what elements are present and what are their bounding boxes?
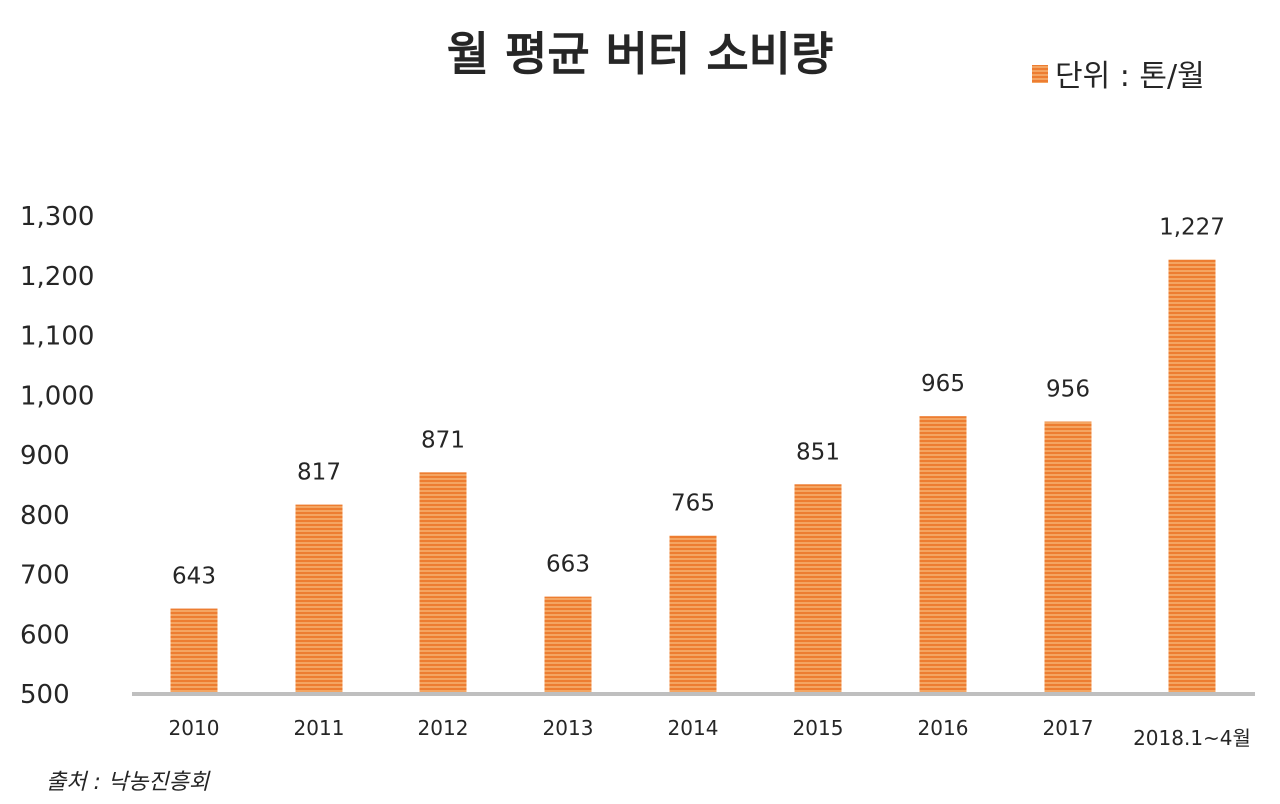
- bar: [1044, 421, 1092, 694]
- chart-title: 월 평균 버터 소비량: [447, 27, 834, 81]
- y-tick-label: 1,100: [20, 322, 94, 352]
- y-tick-label: 1,300: [20, 202, 94, 232]
- data-label: 871: [421, 427, 465, 453]
- bar: [170, 608, 218, 694]
- bar: [295, 504, 343, 694]
- x-tick-label: 2013: [543, 716, 594, 740]
- bar: [669, 535, 717, 694]
- y-tick-label: 900: [20, 441, 70, 471]
- data-label: 956: [1046, 377, 1090, 403]
- x-tick-label: 2015: [793, 716, 844, 740]
- data-label: 663: [546, 552, 590, 578]
- bar: [544, 596, 592, 694]
- x-tick-label: 2017: [1043, 716, 1094, 740]
- legend: 단위 : 톤/월: [1032, 59, 1205, 94]
- y-axis-ticks: 500 600 700 800 900 1,000 1,100 1,200 1,300: [20, 202, 94, 710]
- legend-label: 단위 : 톤/월: [1055, 59, 1205, 94]
- data-label: 1,227: [1159, 215, 1225, 241]
- y-tick-label: 1,000: [20, 381, 94, 411]
- data-label: 817: [297, 460, 341, 486]
- data-label: 643: [172, 564, 216, 590]
- source-note: 출처 : 낙농진흥회: [46, 770, 211, 795]
- bars: [170, 259, 1216, 694]
- data-label: 765: [671, 491, 715, 517]
- data-label: 965: [921, 371, 965, 397]
- x-tick-label: 2014: [668, 716, 719, 740]
- x-tick-label: 2010: [169, 716, 220, 740]
- y-tick-label: 700: [20, 561, 70, 591]
- y-tick-label: 600: [20, 620, 70, 650]
- bar: [1168, 259, 1216, 694]
- legend-swatch: [1032, 65, 1048, 83]
- data-labels: 643 817 871 663 765 851 965 956 1,227: [172, 215, 1225, 590]
- x-tick-label: 2018.1~4월: [1133, 726, 1251, 750]
- x-tick-label: 2011: [294, 716, 345, 740]
- bar: [919, 416, 967, 694]
- x-tick-label: 2016: [918, 716, 969, 740]
- y-tick-label: 800: [20, 501, 70, 531]
- data-label: 851: [796, 439, 840, 465]
- bar: [419, 472, 467, 694]
- bar: [794, 484, 842, 694]
- x-tick-label: 2012: [418, 716, 469, 740]
- y-tick-label: 1,200: [20, 262, 94, 292]
- y-tick-label: 500: [20, 680, 70, 710]
- x-axis-ticks: 2010 2011 2012 2013 2014 2015 2016 2017 2018.1~4…: [169, 716, 1251, 750]
